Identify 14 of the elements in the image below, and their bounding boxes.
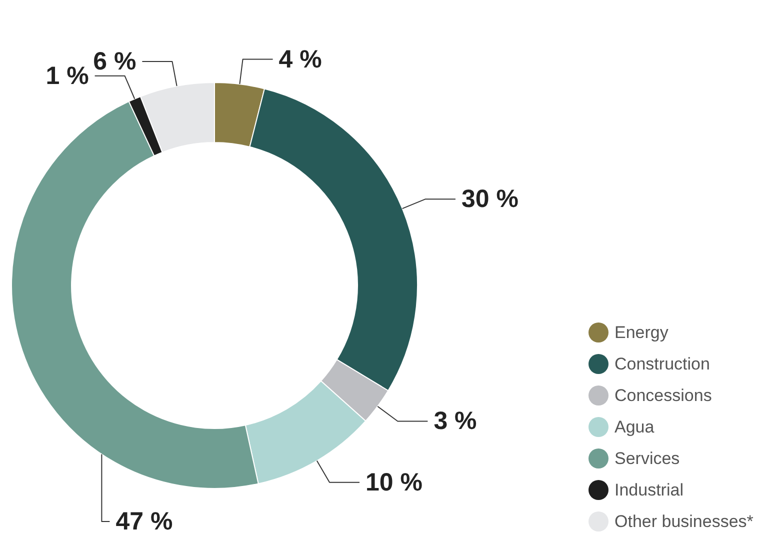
data-label: 47 % xyxy=(116,508,173,536)
legend-label: Other businesses* xyxy=(614,512,754,531)
data-label: 4 % xyxy=(278,45,322,74)
legend-label: Construction xyxy=(614,354,710,374)
data-label: 30 % xyxy=(461,185,518,214)
data-label: 10 % xyxy=(366,468,423,496)
data-label: 6 % xyxy=(93,47,136,76)
data-label: 1 % xyxy=(46,62,89,90)
legend-label: Industrial xyxy=(614,480,684,500)
data-label: 3 % xyxy=(434,407,477,436)
legend-label: Services xyxy=(614,449,680,468)
legend-label: Energy xyxy=(614,323,669,342)
legend-label: Agua xyxy=(614,418,655,436)
legend-label: Concessions xyxy=(614,386,712,405)
